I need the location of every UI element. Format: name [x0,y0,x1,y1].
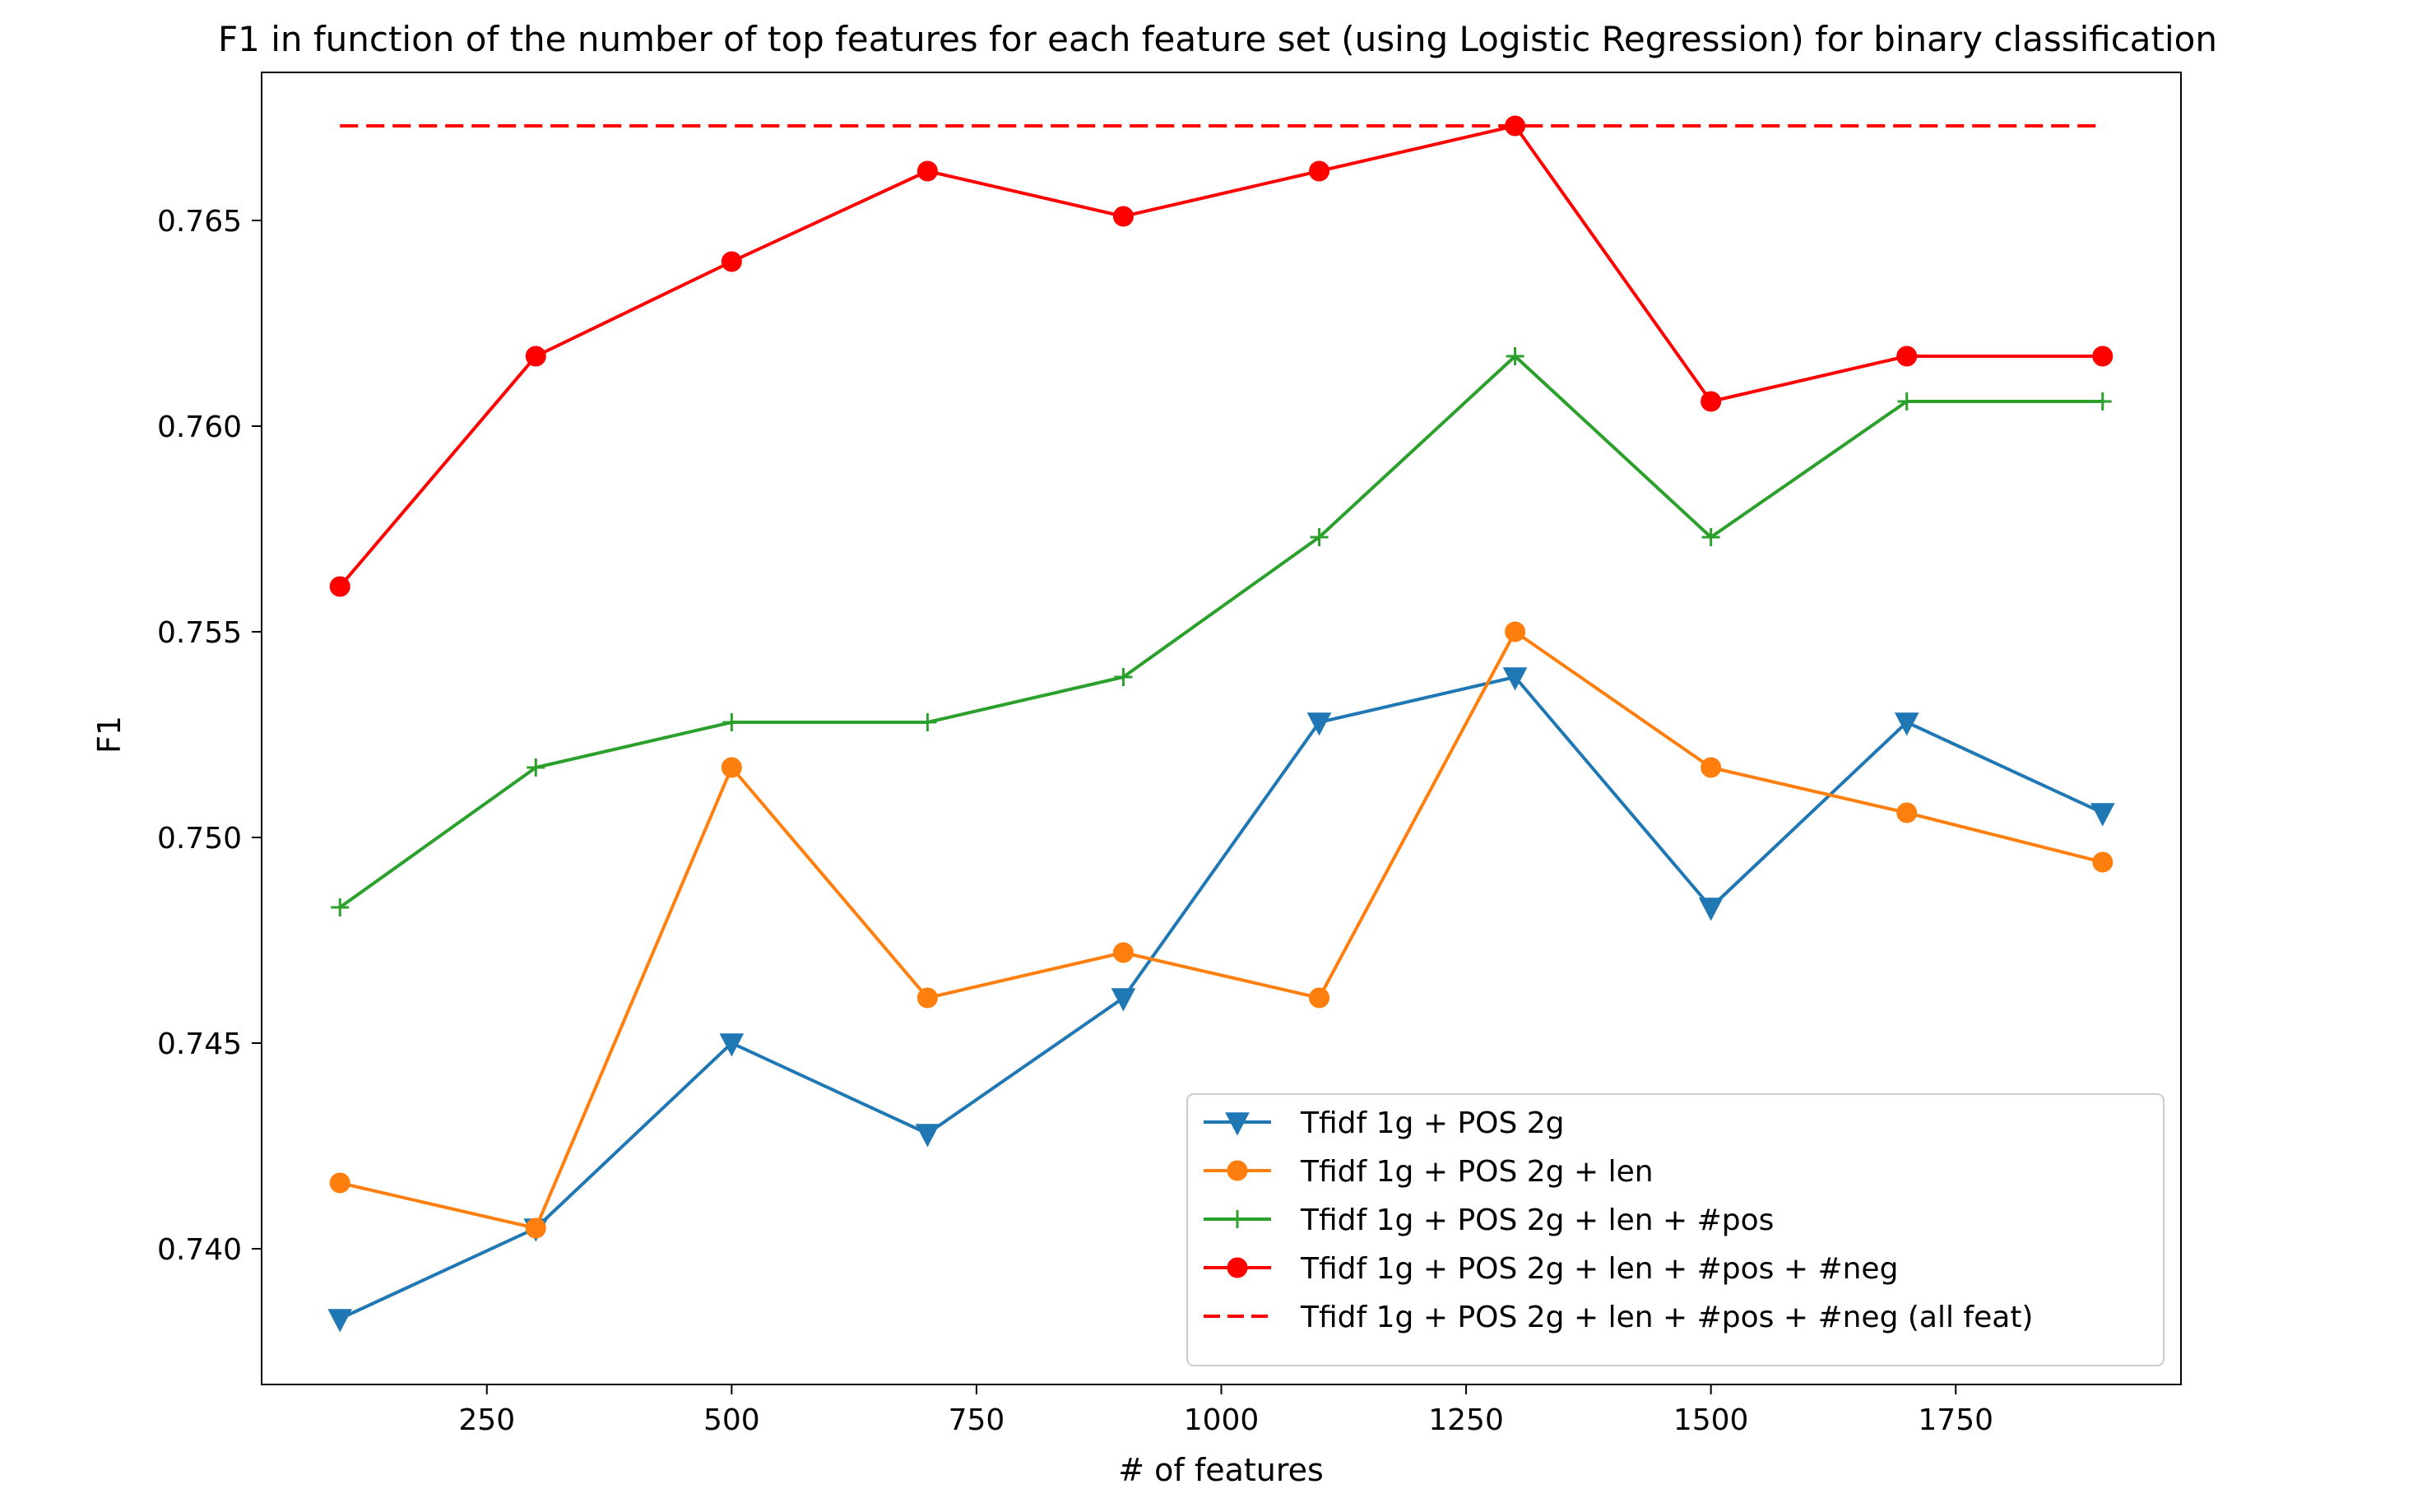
data-point [1698,897,1724,921]
data-point [915,1124,940,1148]
data-point [2093,392,2112,410]
data-point [721,251,742,272]
series-4 [329,115,2114,597]
data-point [2092,851,2114,873]
data-point [2092,346,2114,367]
data-point [1897,392,1916,410]
legend-label: Tfidf 1g + POS 2g + len + #pos + #neg (a… [1300,1301,2033,1334]
data-point [1502,667,1528,691]
legend-marker [1227,1257,1248,1278]
legend-marker [1228,1210,1246,1228]
legend-marker [1227,1160,1248,1181]
legend-marker [1225,1112,1250,1136]
x-tick-label: 250 [458,1403,515,1437]
series-line [339,630,2104,1230]
data-point [1506,347,1524,365]
data-point [722,713,741,731]
y-tick-label: 0.740 [157,1233,242,1267]
data-point [1701,757,1722,778]
data-point [719,1033,745,1057]
legend-entry: Tfidf 1g + POS 2g + len + #pos [1204,1204,1774,1237]
y-tick-label: 0.750 [157,822,242,856]
data-point [1701,528,1720,546]
series-3 [331,347,2112,916]
data-point [525,346,546,367]
x-tick-label: 1000 [1184,1403,1260,1437]
axes-layer: 250 500 750 1000 1250 1500 1750 0.740 0.745 0.750… [157,205,1993,1437]
data-point [1306,712,1332,736]
x-tick-label: 1500 [1673,1403,1749,1437]
data-point [1310,528,1329,546]
legend-label: Tfidf 1g + POS 2g + len + #pos + #neg [1300,1252,1898,1286]
data-point [1112,942,1134,963]
data-point [525,1217,546,1239]
chart-title: F1 in function of the number of top feat… [218,19,2217,59]
data-point [331,898,350,916]
legend-entry: Tfidf 1g + POS 2g + len + #pos + #neg (a… [1204,1301,2033,1334]
y-tick-label: 0.765 [157,205,242,239]
data-point [1896,802,1918,823]
data-point [1896,346,1918,367]
series-line [339,355,2103,909]
data-point [329,576,350,597]
x-tick-label: 750 [949,1403,1005,1437]
data-point [1894,712,1919,736]
x-tick-label: 1250 [1428,1403,1504,1437]
data-point [527,758,545,777]
series-layer [327,115,2115,1333]
legend-entry: Tfidf 1g + POS 2g + len [1204,1155,1654,1189]
x-tick-label: 1750 [1918,1403,1993,1437]
series-1 [327,667,2115,1333]
data-point [1111,988,1136,1012]
legend-entry: Tfidf 1g + POS 2g + len + #pos + #neg [1204,1252,1898,1286]
legend-label: Tfidf 1g + POS 2g [1300,1106,1565,1140]
data-point [329,1172,350,1194]
data-point [916,160,938,182]
y-tick-label: 0.760 [157,410,242,444]
data-point [1505,621,1526,642]
data-point [1114,668,1133,686]
data-point [1309,987,1330,1009]
x-tick-label: 500 [703,1403,760,1437]
data-point [1701,391,1722,412]
data-point [916,987,938,1009]
legend: Tfidf 1g + POS 2g Tfidf 1g + POS 2g + len… [1186,1093,2165,1366]
data-point [327,1309,353,1333]
x-axis-label: # of features [1118,1452,1324,1488]
y-axis-label: F1 [91,716,128,754]
y-tick-label: 0.745 [157,1027,242,1061]
data-point [918,713,937,731]
legend-label: Tfidf 1g + POS 2g + len + #pos [1300,1204,1774,1237]
legend-label: Tfidf 1g + POS 2g + len [1300,1155,1654,1189]
series-line [338,124,2103,588]
data-point [1112,206,1134,227]
legend-box [1186,1093,2165,1366]
series-2 [329,621,2114,1239]
legend-entry: Tfidf 1g + POS 2g [1204,1106,1565,1140]
data-point [1309,160,1330,182]
y-tick-label: 0.755 [157,616,242,650]
data-point [2090,803,2115,827]
data-point [721,757,742,778]
series-line [339,675,2104,1320]
